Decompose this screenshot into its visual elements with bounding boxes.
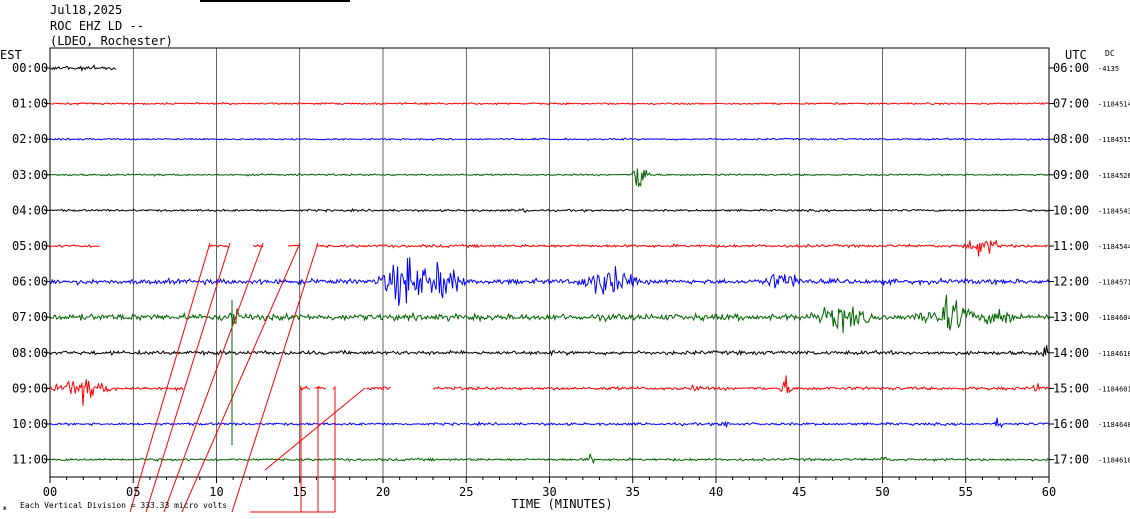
seismogram-trace-segment [49,453,1050,465]
est-time-label: 06:00 [12,275,48,289]
dc-offset-label: -1184618 [1098,457,1130,465]
dc-offset-label: -1184604 [1098,314,1130,322]
est-time-label: 10:00 [12,417,48,431]
seismogram-trace-segment [49,294,1050,333]
seismogram-trace-segment [49,417,1050,429]
x-tick-label: 10 [209,485,223,499]
dc-offset-label: -1184544 [1098,243,1130,251]
utc-time-label: 16:00 [1053,417,1089,431]
x-axis-title: TIME (MINUTES) [511,497,612,511]
footer-note: Each Vertical Division = 333.33 micro vo… [20,501,227,510]
utc-time-label: 13:00 [1053,310,1089,324]
axis-labels: 00 05 10 15 20 25 30 35 40 45 50 55 60 00:00 06:00 -413… [12,61,1130,499]
recording-date: Jul18,2025 [50,3,123,17]
seismogram-trace-segment [49,168,1049,188]
utc-time-label: 14:00 [1053,346,1089,360]
grid [49,47,1050,483]
seismogram-trace-segment [332,387,335,390]
dc-offset-label: -1184640 [1098,421,1130,429]
x-tick-label: 15 [293,485,307,499]
est-time-label: 07:00 [12,310,48,324]
est-time-label: 04:00 [12,203,48,217]
footer-glyph: ж [3,505,7,512]
seismogram-traces [49,64,1050,465]
dc-label: DC [1105,49,1115,58]
x-tick-label: 20 [376,485,390,499]
utc-time-label: 07:00 [1053,97,1089,111]
utc-time-label: 12:00 [1053,275,1089,289]
seismogram-trace-segment [49,101,1049,106]
seismogram-trace-segment [287,244,300,247]
dc-offset-label: -1184515 [1098,136,1130,144]
dc-offset-label: -4135 [1098,65,1119,73]
x-tick-label: 60 [1042,485,1056,499]
est-time-label: 01:00 [12,97,48,111]
seismogram-trace-segment [49,137,1049,142]
seismogram-trace-segment [316,240,1049,257]
x-tick-label: 00 [43,485,57,499]
dc-offset-label: -1184571 [1098,279,1130,287]
dc-offset-label: -1184543 [1098,207,1130,215]
calibration-line [163,242,264,513]
dc-offset-label: -1184526 [1098,172,1130,180]
right-timezone-label: UTC [1065,48,1087,62]
utc-time-label: 08:00 [1053,132,1089,146]
est-time-label: 08:00 [12,346,48,360]
x-tick-label: 30 [542,485,556,499]
x-tick-label: 55 [959,485,973,499]
seismogram-trace-segment [49,345,1050,358]
x-tick-label: 50 [875,485,889,499]
seismogram-trace-segment [49,207,1050,214]
x-tick-label: 45 [792,485,806,499]
dc-offset-label: -1184514 [1098,101,1130,109]
calibration-line [231,242,319,513]
x-tick-label: 25 [459,485,473,499]
dc-offset-label: -1184610 [1098,350,1130,358]
est-time-label: 03:00 [12,168,48,182]
seismogram-trace-segment [49,257,1050,306]
station-network: (LDEO, Rochester) [50,34,173,48]
calibration-line [181,242,301,513]
utc-time-label: 09:00 [1053,168,1089,182]
station-code: ROC EHZ LD -- [50,19,144,33]
left-timezone-label: EST [0,48,22,62]
calibration-line [264,387,366,471]
utc-time-label: 11:00 [1053,239,1089,253]
x-tick-label: 05 [126,485,140,499]
x-tick-label: 40 [709,485,723,499]
utc-time-label: 17:00 [1053,453,1089,467]
est-time-label: 09:00 [12,381,48,395]
est-time-label: 02:00 [12,132,48,146]
dc-offset-label: -1184601 [1098,385,1130,393]
calibration-marks [129,242,366,513]
calibration-line [145,242,231,513]
header-rule [200,0,350,2]
est-time-label: 05:00 [12,239,48,253]
seismogram-trace-segment [208,244,230,248]
seismogram-trace-segment [49,379,184,406]
seismogram-trace-segment [314,386,327,390]
seismogram-trace-segment [366,386,391,391]
utc-time-label: 15:00 [1053,381,1089,395]
utc-time-label: 06:00 [1053,61,1089,75]
est-time-label: 00:00 [12,61,48,75]
x-tick-label: 35 [626,485,640,499]
seismogram-trace-segment [49,64,117,72]
seismogram-trace-segment [50,244,100,248]
seismogram-trace-segment [432,375,1050,394]
calibration-line [129,242,211,513]
utc-time-label: 10:00 [1053,203,1089,217]
est-time-label: 11:00 [12,453,48,467]
